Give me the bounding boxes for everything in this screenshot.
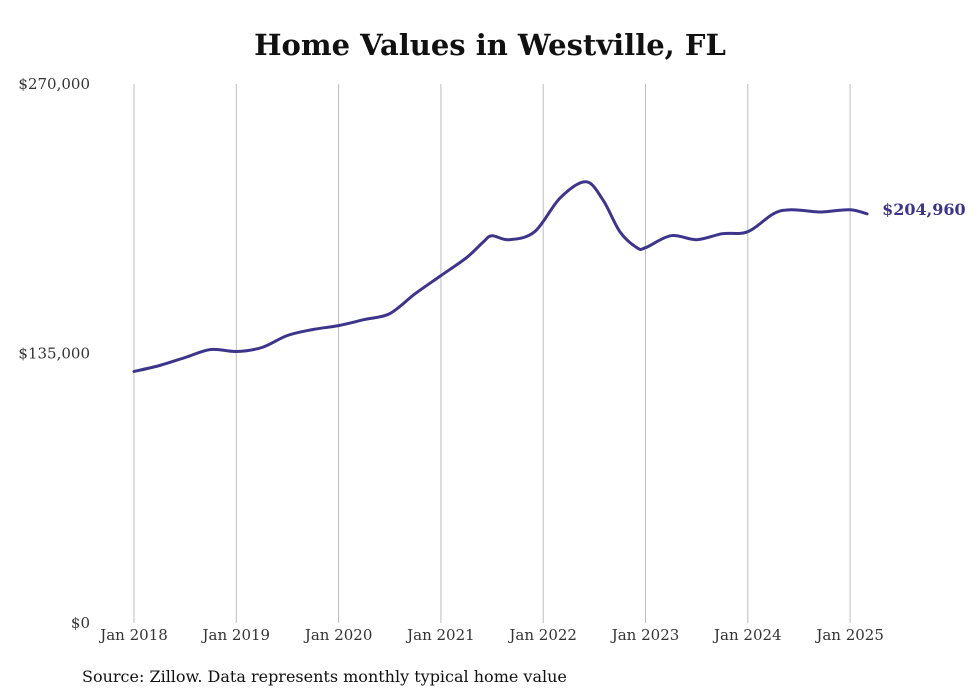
x-tick-label: Jan 2024 <box>712 626 782 644</box>
x-tick-label: Jan 2023 <box>610 626 680 644</box>
series-line <box>132 180 869 373</box>
y-axis: $0 $135,000 $270,000 <box>18 75 90 632</box>
end-value-label: $204,960 <box>882 200 966 219</box>
x-tick-label: Jan 2020 <box>303 626 373 644</box>
source-note: Source: Zillow. Data represents monthly … <box>82 667 567 686</box>
x-tick-label: Jan 2018 <box>98 626 168 644</box>
y-tick-label: $135,000 <box>18 345 90 363</box>
y-tick-label: $270,000 <box>18 75 90 93</box>
x-axis: Jan 2018 Jan 2019 Jan 2020 Jan 2021 Jan 2022… <box>98 626 884 644</box>
series: $204,960 <box>132 180 966 373</box>
y-tick-label: $0 <box>71 614 90 632</box>
x-tick-label: Jan 2022 <box>507 626 577 644</box>
x-tick-label: Jan 2025 <box>814 626 884 644</box>
x-tick-label: Jan 2021 <box>405 626 475 644</box>
gridlines <box>133 84 851 623</box>
x-tick-label: Jan 2019 <box>201 626 271 644</box>
chart-title: Home Values in Westville, FL <box>254 28 726 62</box>
